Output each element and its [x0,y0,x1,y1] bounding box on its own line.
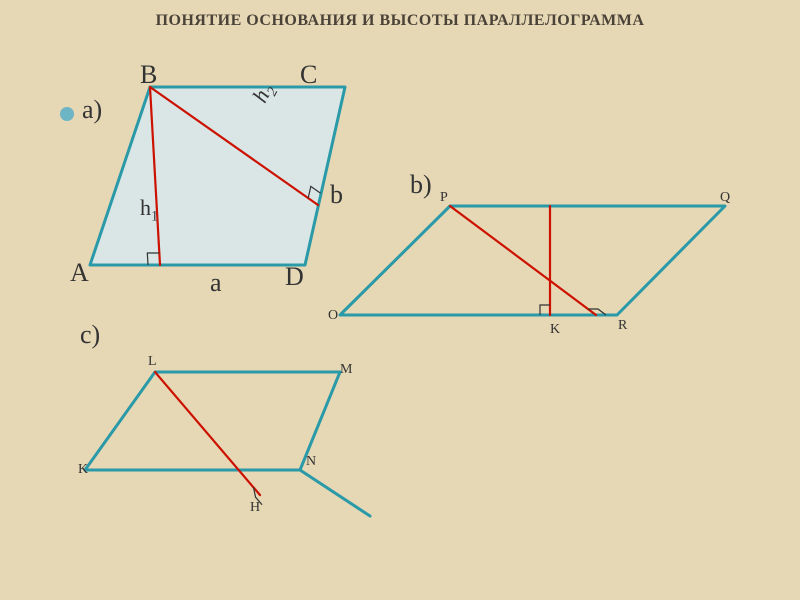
vertex-H: H [250,500,260,516]
vertex-N: N [306,454,316,470]
diagram-c-svg [0,0,800,600]
vertex-L: L [148,354,157,370]
vertex-cK: K [78,462,88,478]
vertex-M: M [340,362,352,378]
